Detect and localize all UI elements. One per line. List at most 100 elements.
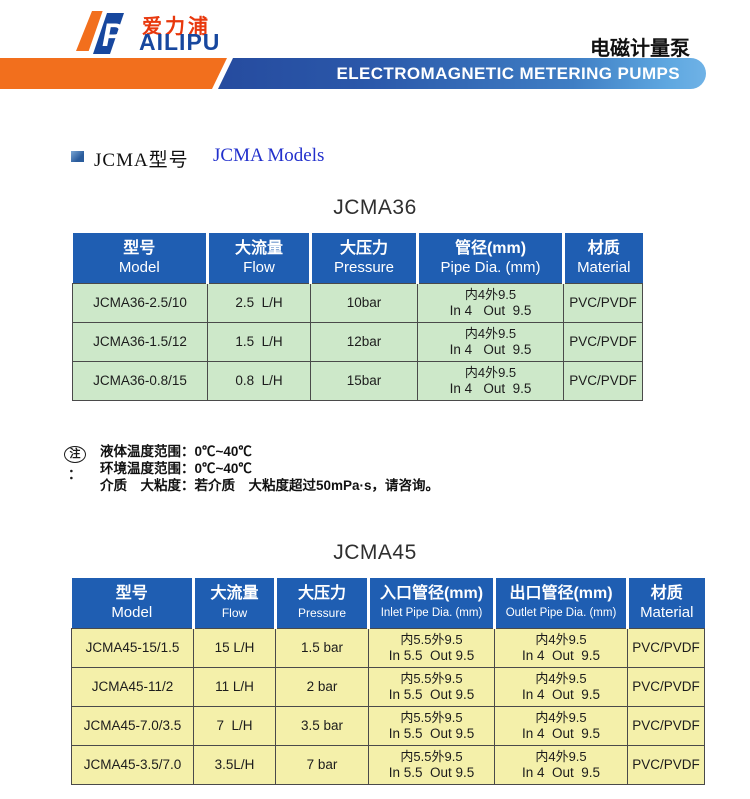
col-header-model: 型号 Model — [71, 578, 194, 628]
header-cn: 出口管径(mm) — [509, 584, 613, 602]
header-en: Flow — [221, 605, 248, 620]
cell-outlet-pipe: 内4外9.5 In 4 Out 9.5 — [494, 627, 628, 668]
cell-flow: 0.8 L/H — [207, 360, 311, 401]
banner-title: ELECTROMAGNETIC METERING PUMPS — [336, 64, 680, 83]
cell-pipe-dia: 内4外9.5 In 4 Out 9.5 — [417, 282, 564, 323]
col-header-inlet-pipe: 入口管径(mm) Inlet Pipe Dia. (mm) — [367, 578, 495, 628]
pipe-dia-cn: 内5.5外9.5 — [400, 670, 463, 686]
brand-name-cn: 爱力浦 — [142, 16, 211, 38]
cell-material: PVC/PVDF — [627, 666, 705, 707]
note-colon: ： — [68, 467, 82, 482]
header-en: Material — [640, 603, 694, 621]
cell-outlet-pipe: 内4外9.5 In 4 Out 9.5 — [494, 744, 628, 785]
table2-title: JCMA45 — [333, 541, 417, 564]
note-block: 注： 液体温度范围：0℃~40℃ 环境温度范围：0℃~40℃ 介质 大粘度：若介… — [64, 443, 439, 494]
pipe-dia-en: In 4 Out 9.5 — [521, 647, 601, 663]
cell-material: PVC/PVDF — [627, 744, 705, 785]
pipe-dia-cn: 内4外9.5 — [535, 748, 587, 764]
header-cn: 管径(mm) — [454, 239, 527, 257]
table-row: JCMA36-0.8/15 0.8 L/H 15bar 内4外9.5 In 4 … — [72, 360, 643, 401]
cell-inlet-pipe: 内5.5外9.5 In 5.5 Out 9.5 — [368, 666, 495, 707]
table-row: JCMA45-11/2 11 L/H 2 bar 内5.5外9.5 In 5.5… — [71, 666, 705, 707]
cell-pipe-dia: 内4外9.5 In 4 Out 9.5 — [417, 321, 564, 362]
table-row: JCMA45-7.0/3.5 7 L/H 3.5 bar 内5.5外9.5 In… — [71, 705, 705, 746]
pipe-dia-en: In 5.5 Out 9.5 — [388, 764, 475, 780]
header-en: Pressure — [297, 605, 347, 620]
cell-pressure: 2 bar — [275, 666, 369, 707]
note-lines: 液体温度范围：0℃~40℃ 环境温度范围：0℃~40℃ 介质 大粘度：若介质 大… — [100, 443, 439, 494]
note-line: 介质 大粘度：若介质 大粘度超过50mPa·s，请咨询。 — [100, 478, 440, 493]
col-header-flow: 大流量 Flow — [192, 578, 276, 628]
col-header-pipe-dia: 管径(mm) Pipe Dia. (mm) — [416, 233, 564, 283]
cell-pressure: 3.5 bar — [275, 705, 369, 746]
col-header-flow: 大流量 Flow — [206, 233, 311, 283]
note-line: 液体温度范围：0℃~40℃ — [100, 444, 252, 459]
pipe-dia-cn: 内4外9.5 — [464, 364, 517, 380]
cell-pressure: 1.5 bar — [275, 627, 369, 668]
cell-model: JCMA45-15/1.5 — [71, 627, 194, 668]
cell-material: PVC/PVDF — [627, 705, 705, 746]
cell-model: JCMA36-0.8/15 — [72, 360, 208, 401]
pipe-dia-cn: 内4外9.5 — [535, 709, 587, 725]
cell-flow: 7 L/H — [193, 705, 276, 746]
header-en: Material — [577, 258, 631, 276]
col-header-material: 材质 Material — [626, 578, 705, 628]
col-header-material: 材质 Material — [562, 233, 643, 283]
header-en: Flow — [243, 258, 275, 276]
cell-inlet-pipe: 内5.5外9.5 In 5.5 Out 9.5 — [368, 705, 495, 746]
header-cn: 型号 — [123, 239, 156, 257]
header-en: Pipe Dia. (mm) — [440, 258, 541, 276]
table1-header-row: 型号 Model 大流量 Flow 大压力 Pressure 管径(mm) Pi… — [72, 233, 643, 283]
header-cn: 材质 — [650, 584, 683, 602]
section-title-cn: JCMA型号 — [94, 150, 189, 171]
cell-inlet-pipe: 内5.5外9.5 In 5.5 Out 9.5 — [368, 627, 495, 668]
brand-name-en: AILIPU — [139, 29, 221, 55]
pipe-dia-cn: 内4外9.5 — [464, 325, 517, 341]
header-cn: 大流量 — [210, 584, 259, 602]
pipe-dia-cn: 内4外9.5 — [535, 670, 587, 686]
col-header-outlet-pipe: 出口管径(mm) Outlet Pipe Dia. (mm) — [493, 578, 628, 628]
pipe-dia-cn: 内5.5外9.5 — [400, 631, 463, 647]
cell-outlet-pipe: 内4外9.5 In 4 Out 9.5 — [494, 705, 628, 746]
note-marker: 注： — [64, 443, 100, 494]
spec-table-jcma36: 型号 Model 大流量 Flow 大压力 Pressure 管径(mm) Pi… — [72, 233, 643, 401]
cell-pressure: 7 bar — [275, 744, 369, 785]
header-cn: 大压力 — [339, 239, 388, 257]
pipe-dia-en: In 4 Out 9.5 — [449, 380, 532, 396]
cell-flow: 3.5L/H — [193, 744, 276, 785]
banner-bar-blue — [150, 58, 706, 89]
col-header-model: 型号 Model — [72, 233, 208, 283]
cell-material: PVC/PVDF — [563, 321, 643, 362]
table2-header-row: 型号 Model 大流量 Flow 大压力 Pressure 入口管径(mm) … — [71, 578, 705, 628]
note-line: 环境温度范围：0℃~40℃ — [100, 461, 252, 476]
product-title-cn: 电磁计量泵 — [590, 38, 690, 60]
header-en: Model — [111, 603, 153, 621]
cell-inlet-pipe: 内5.5外9.5 In 5.5 Out 9.5 — [368, 744, 495, 785]
cell-pressure: 10bar — [310, 282, 418, 323]
header-cn: 大流量 — [234, 239, 283, 257]
pipe-dia-en: In 5.5 Out 9.5 — [388, 647, 475, 663]
header-en: Inlet Pipe Dia. (mm) — [380, 606, 483, 619]
cell-pressure: 15bar — [310, 360, 418, 401]
pipe-dia-en: In 4 Out 9.5 — [521, 686, 601, 702]
header-cn: 大压力 — [297, 584, 346, 602]
section-title-en: JCMA Models — [213, 145, 325, 166]
pipe-dia-cn: 内4外9.5 — [464, 286, 517, 302]
cell-model: JCMA45-7.0/3.5 — [71, 705, 194, 746]
cell-flow: 11 L/H — [193, 666, 276, 707]
cell-flow: 1.5 L/H — [207, 321, 311, 362]
pipe-dia-cn: 内5.5外9.5 — [400, 709, 463, 725]
brand-logo-icon: P — [76, 10, 124, 54]
cell-pressure: 12bar — [310, 321, 418, 362]
table-row: JCMA36-1.5/12 1.5 L/H 12bar 内4外9.5 In 4 … — [72, 321, 643, 362]
circled-note-icon: 注 — [64, 446, 86, 463]
cell-flow: 2.5 L/H — [207, 282, 311, 323]
section-bullet-icon — [71, 151, 84, 162]
banner-bar-orange — [0, 58, 227, 89]
cell-outlet-pipe: 内4外9.5 In 4 Out 9.5 — [494, 666, 628, 707]
col-header-pressure: 大压力 Pressure — [274, 578, 369, 628]
cell-pipe-dia: 内4外9.5 In 4 Out 9.5 — [417, 360, 564, 401]
pipe-dia-en: In 4 Out 9.5 — [521, 725, 601, 741]
header-en: Pressure — [333, 258, 395, 276]
